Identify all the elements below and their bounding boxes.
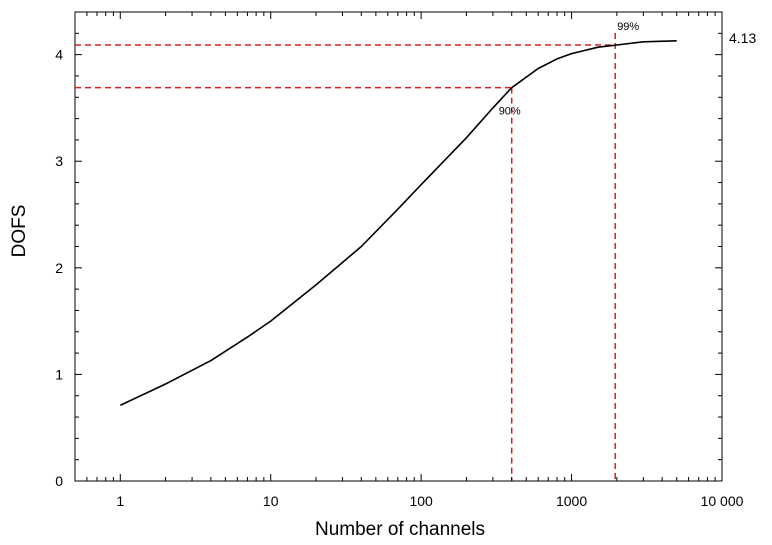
- y-tick-label: 1: [55, 366, 63, 382]
- x-tick-label: 10: [263, 493, 279, 509]
- x-tick-label: 100: [409, 493, 433, 509]
- x-tick-label: 1: [116, 493, 124, 509]
- x-tick-label: 10 000: [701, 493, 744, 509]
- plot-area: [74, 11, 723, 482]
- x-axis-title: Number of channels: [315, 519, 485, 540]
- plot-frame: [74, 11, 723, 482]
- y-axis-title: DOFS: [9, 205, 30, 258]
- annotation-99-percent: 99%: [617, 21, 639, 33]
- reference-lines: [75, 33, 616, 481]
- x-axis-ticks: 1 10 100 1000 10 000: [74, 12, 744, 509]
- y-tick-label: 4: [55, 47, 63, 63]
- y-tick-label: 2: [55, 260, 63, 276]
- y-axis-ticks: 0 1 2 3 4: [55, 11, 722, 489]
- y-tick-label: 3: [55, 153, 63, 169]
- max-value-label: 4.13: [729, 30, 756, 46]
- y-tick-label: 0: [55, 473, 63, 489]
- series-layer: [119, 40, 677, 407]
- x-tick-label: 1000: [556, 493, 587, 509]
- dofs-series-line: [119, 40, 677, 407]
- annotation-90-percent: 90%: [499, 106, 521, 118]
